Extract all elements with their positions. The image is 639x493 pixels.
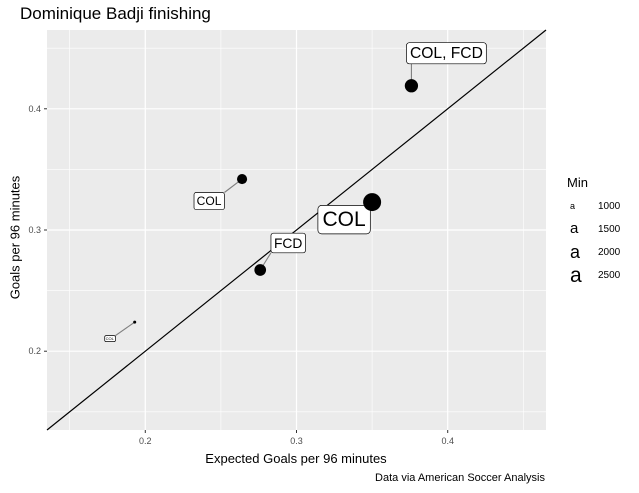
legend-title: Min — [567, 175, 588, 190]
point-label-box — [406, 42, 487, 65]
y-tick-label: 0.2 — [28, 346, 41, 356]
legend-label-1000: 1000 — [598, 201, 621, 212]
point-label: FCD — [274, 235, 302, 251]
y-axis-label: Goals per 96 minutes — [7, 175, 23, 300]
point-label: COL — [197, 194, 222, 208]
legend-key-2000: a — [570, 242, 581, 262]
x-tick-label: 0.3 — [290, 436, 303, 446]
data-point — [404, 79, 419, 93]
point-label-box — [317, 204, 371, 235]
point-label: COL, FCD — [410, 45, 483, 62]
point-label-box — [104, 335, 116, 342]
legend-key-2500: a — [570, 264, 582, 287]
point-label-box — [193, 192, 225, 211]
x-tick-label: 0.2 — [139, 436, 152, 446]
identity-reference-line — [46, 29, 547, 431]
data-point — [237, 174, 248, 185]
x-axis-label: Expected Goals per 96 minutes — [205, 451, 387, 466]
chart-title: Dominique Badji finishing — [20, 4, 211, 23]
x-tick-label: 0.4 — [441, 436, 454, 446]
legend-label-2500: 2500 — [598, 270, 621, 281]
data-point — [363, 193, 382, 212]
data-point — [133, 320, 137, 324]
y-tick-label: 0.4 — [28, 104, 41, 114]
point-label: COL — [106, 336, 115, 341]
legend-key-1000: a — [570, 201, 576, 211]
legend-label-1500: 1500 — [598, 224, 621, 235]
chart-caption: Data via American Soccer Analysis — [375, 472, 545, 484]
legend-key-1500: a — [570, 220, 579, 237]
data-point — [254, 264, 267, 276]
label-connector — [115, 321, 136, 337]
point-label: COL — [323, 208, 366, 231]
y-tick-label: 0.3 — [28, 225, 41, 235]
legend-label-2000: 2000 — [598, 247, 621, 258]
point-label-box — [270, 232, 306, 254]
